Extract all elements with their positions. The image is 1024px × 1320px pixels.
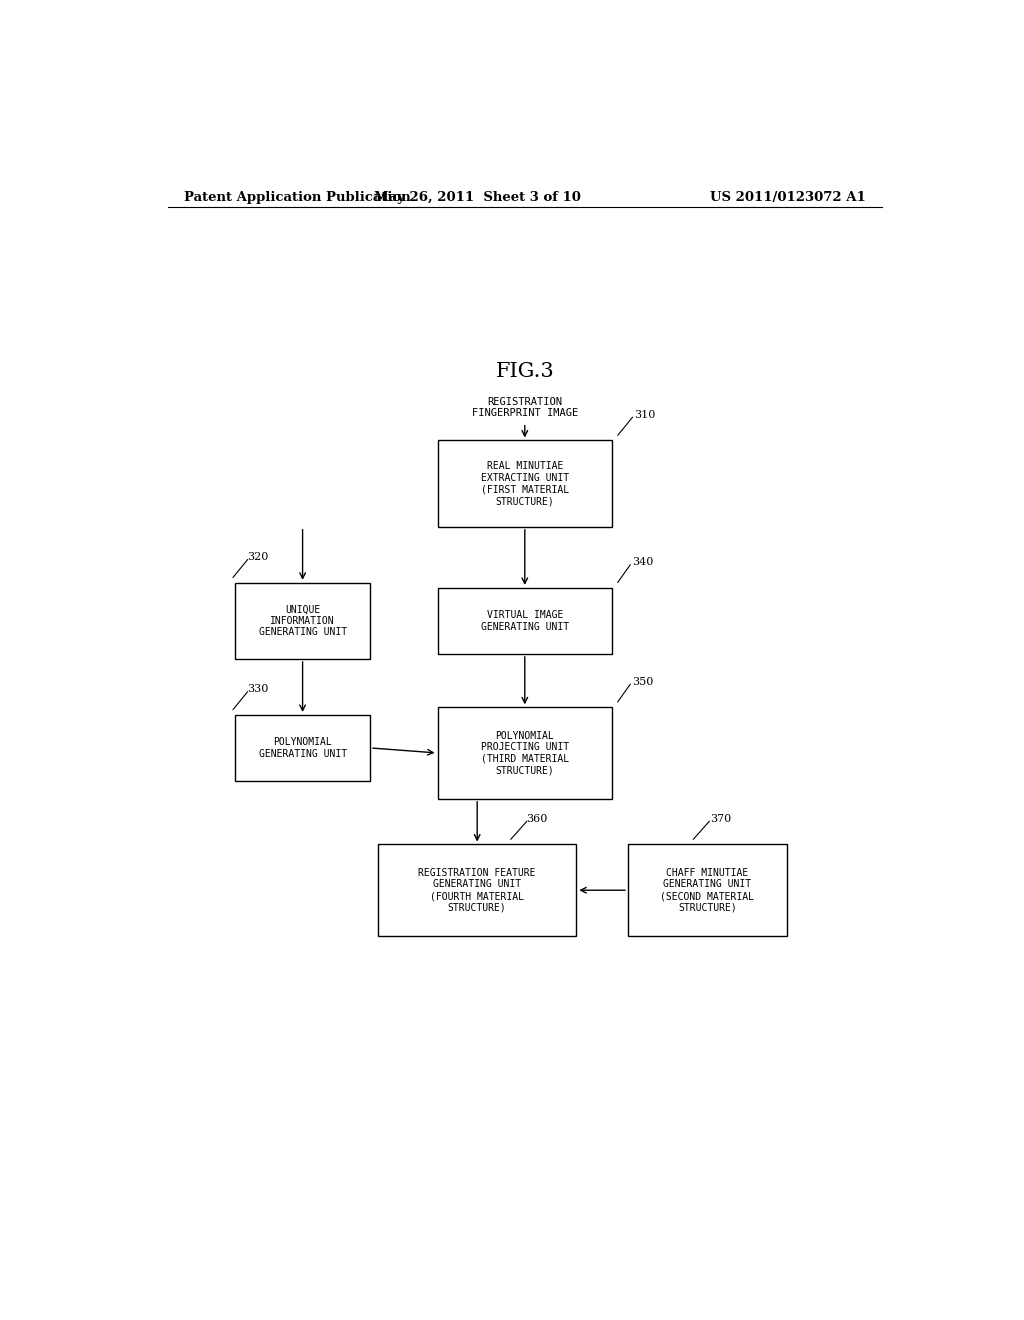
- Bar: [437, 708, 612, 799]
- Bar: [378, 845, 577, 936]
- Bar: [236, 715, 370, 781]
- Text: 320: 320: [247, 552, 268, 562]
- Text: US 2011/0123072 A1: US 2011/0123072 A1: [711, 190, 866, 203]
- Text: POLYNOMIAL
GENERATING UNIT: POLYNOMIAL GENERATING UNIT: [258, 737, 347, 759]
- Text: FIG.3: FIG.3: [496, 363, 554, 381]
- Text: VIRTUAL IMAGE
GENERATING UNIT: VIRTUAL IMAGE GENERATING UNIT: [480, 610, 569, 632]
- Text: POLYNOMIAL
PROJECTING UNIT
(THIRD MATERIAL
STRUCTURE): POLYNOMIAL PROJECTING UNIT (THIRD MATERI…: [480, 730, 569, 775]
- Text: REAL MINUTIAE
EXTRACTING UNIT
(FIRST MATERIAL
STRUCTURE): REAL MINUTIAE EXTRACTING UNIT (FIRST MAT…: [480, 461, 569, 506]
- Text: 340: 340: [632, 557, 653, 568]
- Text: 370: 370: [710, 814, 731, 824]
- Text: 360: 360: [526, 814, 548, 824]
- Bar: [437, 441, 612, 527]
- Text: Patent Application Publication: Patent Application Publication: [183, 190, 411, 203]
- Text: 310: 310: [634, 411, 655, 420]
- Text: 330: 330: [247, 685, 268, 694]
- Text: REGISTRATION
FINGERPRINT IMAGE: REGISTRATION FINGERPRINT IMAGE: [472, 396, 578, 418]
- Text: REGISTRATION FEATURE
GENERATING UNIT
(FOURTH MATERIAL
STRUCTURE): REGISTRATION FEATURE GENERATING UNIT (FO…: [419, 867, 536, 912]
- Text: 350: 350: [632, 677, 653, 686]
- Text: May 26, 2011  Sheet 3 of 10: May 26, 2011 Sheet 3 of 10: [374, 190, 581, 203]
- Bar: [437, 587, 612, 653]
- Bar: [628, 845, 786, 936]
- Bar: [236, 582, 370, 659]
- Text: CHAFF MINUTIAE
GENERATING UNIT
(SECOND MATERIAL
STRUCTURE): CHAFF MINUTIAE GENERATING UNIT (SECOND M…: [660, 867, 755, 912]
- Text: UNIQUE
INFORMATION
GENERATING UNIT: UNIQUE INFORMATION GENERATING UNIT: [258, 605, 347, 638]
